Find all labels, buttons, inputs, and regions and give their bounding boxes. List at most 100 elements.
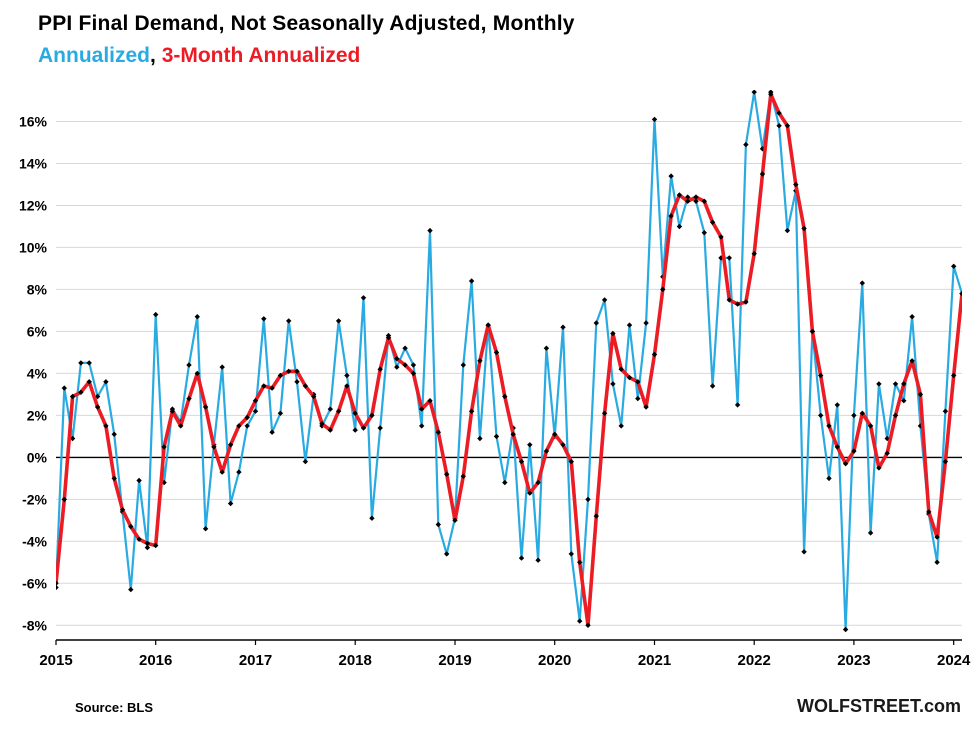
y-tick-label: 2% — [27, 407, 48, 423]
data-point-marker — [668, 173, 674, 179]
data-point-marker — [685, 198, 691, 204]
y-tick-label: 4% — [27, 365, 48, 381]
data-point-marker — [261, 383, 267, 389]
data-point-marker — [394, 364, 400, 370]
x-tick-label: 2017 — [239, 652, 272, 669]
data-point-marker — [535, 479, 541, 486]
annualized-line — [56, 91, 962, 631]
watermark: WOLFSTREET.com — [796, 696, 961, 716]
data-point-marker — [468, 278, 475, 284]
data-point-marker — [668, 213, 674, 219]
data-point-marker — [577, 559, 583, 565]
y-tick-label: 8% — [27, 281, 48, 297]
data-point-marker — [527, 490, 533, 496]
data-point-marker — [701, 198, 707, 204]
y-tick-label: -8% — [22, 617, 47, 633]
data-point-marker — [277, 372, 284, 379]
data-point-marker — [884, 450, 890, 456]
data-point-marker — [660, 286, 666, 293]
data-point-marker — [834, 444, 840, 450]
data-point-marker — [876, 465, 882, 471]
data-point-marker — [577, 618, 583, 624]
data-point-marker — [219, 364, 225, 370]
data-point-marker — [61, 385, 67, 391]
data-point-marker — [568, 551, 574, 557]
data-point-marker — [227, 500, 234, 507]
data-point-marker — [502, 393, 508, 400]
data-point-marker — [419, 423, 425, 429]
data-point-marker — [842, 461, 849, 467]
data-point-marker — [219, 469, 225, 475]
data-point-marker — [560, 324, 566, 330]
data-point-marker — [103, 423, 109, 429]
data-point-marker — [427, 227, 433, 234]
data-point-marker — [61, 496, 67, 503]
data-point-marker — [460, 473, 466, 479]
data-point-marker — [477, 435, 483, 442]
data-point-marker — [286, 318, 292, 324]
data-point-marker — [369, 412, 375, 419]
data-point-marker — [360, 295, 367, 301]
three-month-annualized-markers — [56, 91, 962, 628]
data-point-marker — [867, 423, 874, 429]
data-point-marker — [892, 381, 899, 387]
data-point-marker — [560, 442, 566, 448]
data-point-marker — [269, 385, 275, 391]
source-label: Source: BLS — [75, 700, 154, 715]
data-point-marker — [468, 408, 475, 414]
data-point-marker — [635, 379, 641, 385]
data-point-marker — [793, 181, 799, 188]
data-point-marker — [211, 444, 217, 450]
data-point-marker — [718, 234, 724, 240]
x-tick-label: 2021 — [638, 652, 671, 669]
data-point-marker — [743, 299, 749, 305]
data-point-marker — [784, 227, 791, 234]
x-tick-label: 2020 — [538, 652, 571, 669]
data-point-marker — [842, 626, 849, 633]
data-point-marker — [926, 509, 932, 515]
data-point-marker — [951, 372, 957, 379]
data-point-marker — [344, 372, 350, 379]
y-tick-label: 10% — [19, 239, 48, 255]
data-point-marker — [626, 374, 633, 381]
data-point-marker — [934, 534, 940, 540]
y-tick-label: 14% — [19, 156, 48, 172]
x-tick-label: 2023 — [837, 652, 870, 669]
y-tick-label: 6% — [27, 323, 48, 339]
x-tick-label: 2024 — [937, 652, 971, 669]
data-point-marker — [327, 427, 333, 433]
gridlines — [56, 121, 962, 626]
data-point-marker — [277, 410, 284, 416]
x-axis-labels: 2015 2016 2017 2018 2019 2020 2021 2022 2023 2024 — [39, 640, 971, 669]
data-point-marker — [618, 366, 624, 372]
data-point-marker — [784, 123, 791, 129]
data-point-marker — [951, 263, 957, 269]
data-point-marker — [252, 408, 259, 414]
data-point-marker — [94, 404, 101, 410]
data-point-marker — [535, 557, 541, 563]
data-point-marker — [69, 393, 76, 400]
data-point-marker — [776, 110, 782, 116]
data-point-marker — [917, 391, 924, 398]
data-point-marker — [369, 515, 375, 521]
data-point-marker — [676, 223, 683, 230]
data-point-marker — [194, 314, 200, 320]
line-chart: 16%14%12%10%8%6%4%2%0%-2%-4%-6%-8%2015 20… — [19, 90, 971, 669]
data-point-marker — [377, 366, 383, 372]
data-point-marker — [892, 412, 899, 419]
data-point-marker — [502, 479, 508, 486]
data-point-marker — [286, 368, 292, 374]
data-point-marker — [510, 431, 516, 437]
data-point-marker — [111, 475, 117, 482]
data-point-marker — [809, 328, 816, 335]
data-point-marker — [818, 372, 824, 379]
data-point-marker — [734, 402, 741, 408]
data-point-marker — [78, 360, 84, 366]
data-point-marker — [593, 320, 599, 326]
data-point-marker — [78, 389, 84, 395]
data-point-marker — [601, 297, 608, 303]
data-point-marker — [377, 425, 383, 431]
legend-three-month-annualized: 3-Month Annualized — [161, 44, 361, 67]
data-point-marker — [901, 398, 907, 404]
data-point-marker — [302, 458, 309, 465]
